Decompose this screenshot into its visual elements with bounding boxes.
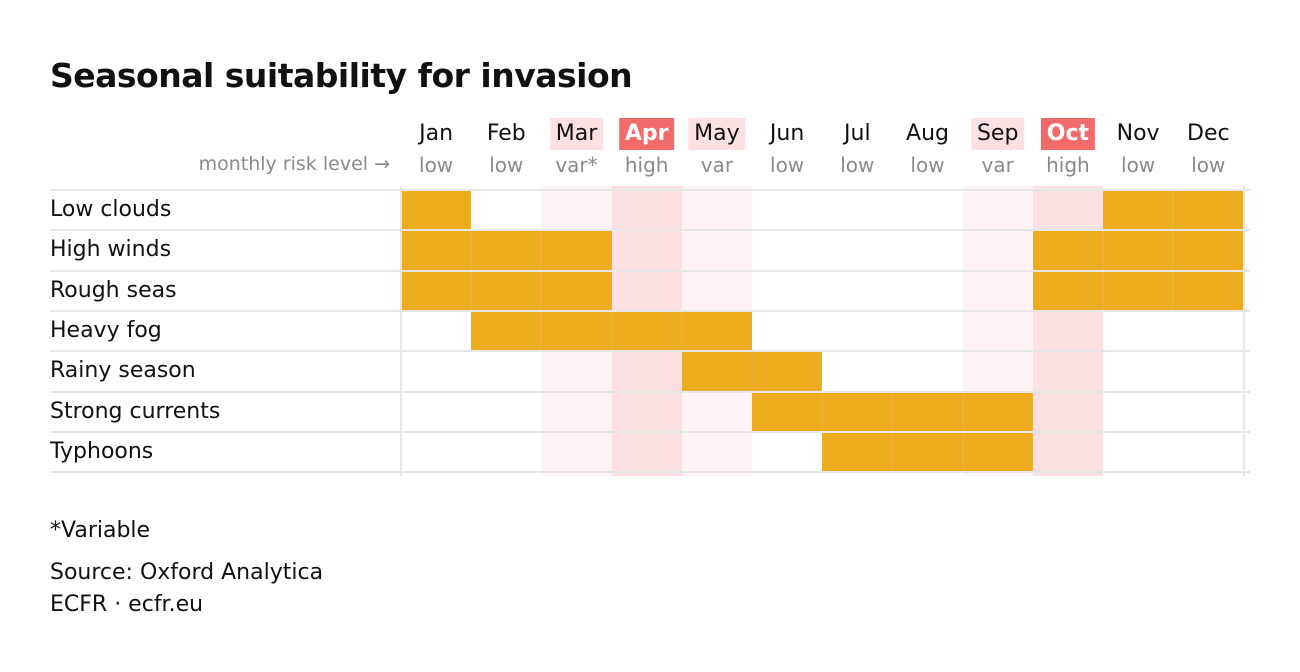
- cell-typhoons-sep: [962, 431, 1033, 473]
- cell-strong-currents-jun: [752, 391, 823, 432]
- cell-high-winds-jan: [401, 230, 472, 271]
- cell-heavy-fog-may: [681, 310, 752, 352]
- grid-line: [50, 471, 1250, 474]
- cell-rainy-season-may: [681, 351, 752, 392]
- cell-rainy-season-jun: [752, 351, 823, 392]
- cell-rough-seas-mar: [541, 270, 612, 311]
- grid-line: [50, 229, 1250, 232]
- cell-strong-currents-jul: [822, 391, 893, 432]
- risk-level-label: low: [419, 153, 454, 177]
- cell-high-winds-oct: [1032, 230, 1103, 271]
- row-label: Typhoons: [50, 438, 154, 464]
- risk-level-label: low: [489, 153, 524, 177]
- source: Source: Oxford Analytica: [50, 560, 324, 585]
- row-label: Rainy season: [50, 358, 196, 384]
- risk-level-label: var: [700, 153, 734, 177]
- grid-line: [50, 430, 1250, 433]
- footnote: *Variable: [50, 518, 151, 543]
- cell-rough-seas-feb: [471, 270, 542, 311]
- risk-level-label: low: [910, 153, 945, 177]
- cell-typhoons-aug: [892, 431, 963, 473]
- cell-rough-seas-oct: [1032, 270, 1103, 311]
- month-label: Feb: [486, 121, 526, 146]
- risk-level-label: low: [770, 153, 805, 177]
- month-label: Mar: [549, 118, 604, 150]
- row-label: Strong currents: [50, 398, 221, 424]
- risk-level-label: var: [981, 153, 1014, 177]
- cell-rough-seas-jan: [401, 270, 472, 311]
- month-label: Dec: [1187, 121, 1230, 146]
- row-label: Low clouds: [50, 197, 172, 222]
- grid-line: [50, 269, 1250, 272]
- cell-heavy-fog-mar: [541, 310, 612, 352]
- cell-rough-seas-nov: [1103, 270, 1174, 311]
- grid-line: [50, 390, 1250, 393]
- risk-level-label: high: [1046, 153, 1090, 177]
- cell-high-winds-nov: [1103, 230, 1174, 271]
- grid-line-right: [1243, 186, 1246, 476]
- cell-strong-currents-aug: [892, 391, 963, 432]
- grid-line: [50, 350, 1250, 353]
- chart-title: Seasonal suitability for invasion: [50, 56, 633, 95]
- row-label: High winds: [50, 237, 172, 263]
- risk-level-label: low: [1121, 153, 1156, 177]
- cell-high-winds-feb: [471, 230, 542, 271]
- grid-line: [50, 189, 1250, 191]
- month-label: Jul: [844, 121, 871, 146]
- credit: ECFR · ecfr.eu: [50, 592, 204, 617]
- grid-line-left: [400, 186, 402, 476]
- month-label: Oct: [1040, 118, 1096, 150]
- risk-level-label: low: [840, 153, 875, 177]
- risk-axis-label: monthly risk level →: [198, 153, 390, 175]
- cell-high-winds-dec: [1173, 230, 1244, 271]
- month-label: May: [688, 118, 746, 150]
- risk-level-label: var*: [555, 153, 598, 177]
- cell-typhoons-jul: [822, 431, 893, 473]
- month-label: Apr: [618, 118, 675, 150]
- cell-heavy-fog-apr: [611, 310, 682, 352]
- row-label: Rough seas: [50, 277, 177, 303]
- cell-low-clouds-jan: [401, 190, 472, 231]
- month-label: Sep: [970, 118, 1025, 150]
- month-label: Jan: [419, 121, 454, 146]
- cell-low-clouds-nov: [1103, 190, 1174, 231]
- row-label: Heavy fog: [50, 317, 162, 343]
- cell-rough-seas-dec: [1173, 270, 1244, 311]
- risk-level-label: low: [1191, 153, 1226, 177]
- grid-line: [50, 309, 1250, 312]
- cell-heavy-fog-feb: [471, 310, 542, 352]
- month-label: Jun: [769, 121, 805, 146]
- risk-level-label: high: [624, 153, 669, 177]
- month-label: Nov: [1116, 121, 1160, 146]
- cell-high-winds-mar: [541, 230, 612, 271]
- cell-low-clouds-dec: [1173, 190, 1244, 231]
- month-label: Aug: [906, 121, 949, 146]
- cell-strong-currents-sep: [962, 391, 1033, 432]
